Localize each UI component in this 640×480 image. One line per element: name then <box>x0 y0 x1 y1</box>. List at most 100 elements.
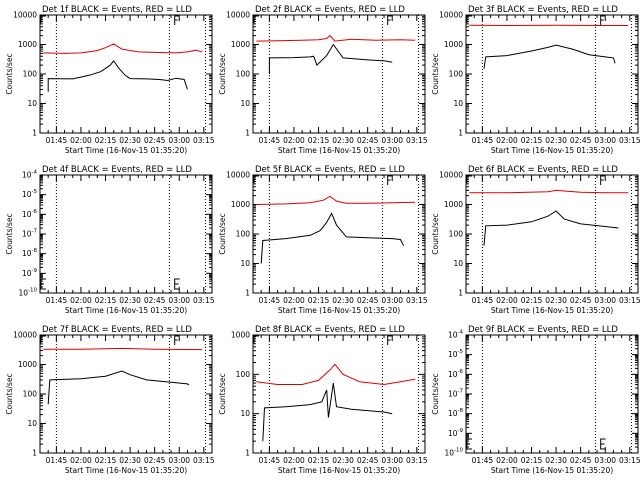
x-tick-label: 02:45 <box>570 136 592 145</box>
bracket-marker <box>387 335 392 345</box>
x-tick-label: 02:00 <box>70 136 92 145</box>
y-tick-label: 10 <box>27 99 37 108</box>
x-tick-label: 03:00 <box>381 296 403 305</box>
y-tick-exponent: -9 <box>458 428 464 434</box>
y-tick-label: 10-5 <box>22 189 38 199</box>
y-tick-exponent: -4 <box>458 330 464 336</box>
x-tick-label: 02:30 <box>332 296 354 305</box>
y-tick-label: 10 <box>240 259 250 268</box>
x-tick-label: 02:30 <box>332 136 354 145</box>
y-tick-label: 1 <box>245 129 250 138</box>
y-tick-exponent: -6 <box>458 369 464 375</box>
y-tick-label: 100 <box>449 70 464 79</box>
series-events-line <box>260 212 405 264</box>
plot-frame <box>252 14 426 134</box>
y-axis-label: Counts/sec <box>5 53 14 94</box>
series-lld-line <box>469 189 629 194</box>
y-tick-exponent: -10 <box>454 448 463 454</box>
x-tick-label: 03:15 <box>193 296 215 305</box>
plot-title: Det 1f BLACK = Events, RED = LLD <box>42 5 192 15</box>
x-tick-label: 03:00 <box>381 136 403 145</box>
x-tick-label: 02:00 <box>496 456 518 465</box>
x-tick-label: 02:00 <box>283 136 305 145</box>
y-tick-label: 10-5 <box>448 349 464 359</box>
x-tick-label: 03:00 <box>168 296 190 305</box>
plot-frame <box>252 174 426 294</box>
y-tick-label: 100 <box>23 390 38 399</box>
y-tick-label: 10 <box>240 409 250 418</box>
x-axis-label: Start Time (16-Nov-15 01:35:20) <box>65 146 187 155</box>
x-tick-label: 02:15 <box>521 136 543 145</box>
plot-title: Det 7f BLACK = Events, RED = LLD <box>42 325 192 335</box>
plot-frame <box>465 14 639 134</box>
x-tick-label: 01:45 <box>46 136 68 145</box>
x-tick-label: 02:00 <box>70 296 92 305</box>
y-tick-label: 10-9 <box>22 268 38 278</box>
panel-det-9f: Det 9f BLACK = Events, RED = LLD 10-10 10-… <box>431 325 640 475</box>
y-tick-exponent: -7 <box>32 229 38 235</box>
y-tick-label: 1 <box>32 449 37 458</box>
series-lld-line <box>256 363 416 386</box>
series-lld-line <box>43 347 203 351</box>
y-tick-label: 1000 <box>231 331 250 340</box>
y-tick-exponent: -5 <box>458 349 464 355</box>
x-tick-label: 03:00 <box>594 296 616 305</box>
y-tick-exponent: -8 <box>458 408 464 414</box>
panel-det-5f: Det 5f BLACK = Events, RED = LLD 1 10 100 10… <box>218 165 428 315</box>
y-tick-label: 1000 <box>18 40 37 49</box>
x-tick-label: 02:15 <box>308 456 330 465</box>
bracket-marker <box>387 15 392 25</box>
x-tick-label: 02:00 <box>496 296 518 305</box>
panel-det-8f: Det 8f BLACK = Events, RED = LLD 1 10 100 10… <box>218 325 428 475</box>
x-tick-label: 01:45 <box>259 296 281 305</box>
x-tick-label: 02:45 <box>357 456 379 465</box>
y-tick-exponent: -9 <box>32 268 38 274</box>
plot-title: Det 9f BLACK = Events, RED = LLD <box>468 325 618 335</box>
y-axis-label: Counts/sec <box>431 53 440 94</box>
plot-title: Det 5f BLACK = Events, RED = LLD <box>255 165 405 175</box>
x-tick-label: 02:15 <box>95 136 117 145</box>
x-tick-label: 02:00 <box>496 136 518 145</box>
plot-frame <box>39 174 213 294</box>
x-tick-label: 01:45 <box>472 136 494 145</box>
x-tick-label: 02:45 <box>144 136 166 145</box>
bracket-marker <box>600 15 605 25</box>
x-tick-label: 02:15 <box>95 456 117 465</box>
x-axis-label: Start Time (16-Nov-15 01:35:20) <box>491 146 613 155</box>
y-tick-label: 10-10 <box>444 448 463 458</box>
y-tick-exponent: -10 <box>28 288 37 294</box>
bracket-marker <box>387 175 392 185</box>
bracket-marker <box>466 438 472 450</box>
x-tick-label: 02:45 <box>570 456 592 465</box>
y-tick-label: 10-6 <box>448 369 464 379</box>
y-tick-label: 10000 <box>439 171 463 180</box>
y-tick-label: 10000 <box>13 11 37 20</box>
y-tick-label: 1000 <box>444 40 463 49</box>
plot-title: Det 3f BLACK = Events, RED = LLD <box>468 5 618 15</box>
x-tick-label: 01:45 <box>472 456 494 465</box>
y-tick-label: 100 <box>23 70 38 79</box>
x-tick-label: 03:15 <box>193 456 215 465</box>
y-tick-label: 100 <box>449 230 464 239</box>
x-tick-label: 02:30 <box>545 296 567 305</box>
x-tick-label: 03:15 <box>406 296 428 305</box>
y-tick-label: 10-8 <box>448 408 464 418</box>
x-tick-label: 02:15 <box>95 296 117 305</box>
y-tick-label: 1 <box>32 129 37 138</box>
y-tick-label: 1000 <box>18 360 37 369</box>
series-lld-line <box>256 34 416 42</box>
x-tick-label: 03:15 <box>406 456 428 465</box>
bracket-marker <box>466 175 472 183</box>
y-axis-label: Counts/sec <box>431 213 440 254</box>
y-tick-label: 10 <box>453 99 463 108</box>
x-tick-label: 01:45 <box>259 136 281 145</box>
y-tick-label: 10-4 <box>22 170 38 180</box>
bracket-marker <box>466 15 472 23</box>
y-tick-label: 1 <box>458 289 463 298</box>
y-tick-label: 1000 <box>444 200 463 209</box>
plot-title: Det 8f BLACK = Events, RED = LLD <box>255 325 405 335</box>
y-tick-exponent: -6 <box>32 209 38 215</box>
y-tick-label: 10-7 <box>22 229 38 239</box>
y-tick-label: 1 <box>458 129 463 138</box>
